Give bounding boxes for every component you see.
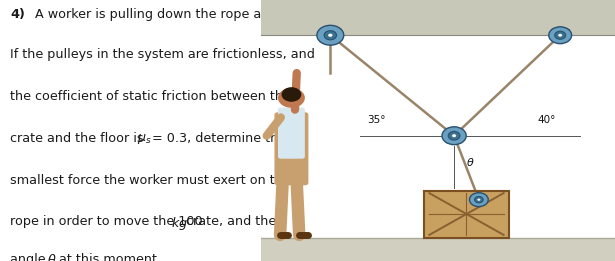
Circle shape xyxy=(278,88,305,108)
Circle shape xyxy=(448,132,460,140)
Text: rope in order to move the 100: rope in order to move the 100 xyxy=(10,215,207,228)
Text: smallest force the worker must exert on the: smallest force the worker must exert on … xyxy=(10,174,292,187)
Circle shape xyxy=(282,87,301,102)
Circle shape xyxy=(469,193,488,207)
Circle shape xyxy=(324,31,336,40)
FancyBboxPatch shape xyxy=(261,0,615,35)
Text: crate and the floor is: crate and the floor is xyxy=(10,132,148,145)
Text: 4): 4) xyxy=(10,8,25,21)
Circle shape xyxy=(549,27,571,44)
Text: crate, and the: crate, and the xyxy=(186,215,277,228)
Circle shape xyxy=(558,34,562,37)
Text: A worker is pulling down the rope as shown.: A worker is pulling down the rope as sho… xyxy=(35,8,318,21)
Circle shape xyxy=(555,31,566,39)
Circle shape xyxy=(477,199,480,201)
Circle shape xyxy=(452,134,456,137)
Circle shape xyxy=(317,25,344,45)
Text: $\mu_s$: $\mu_s$ xyxy=(137,132,152,146)
FancyBboxPatch shape xyxy=(278,108,305,159)
Text: 40°: 40° xyxy=(537,115,555,125)
Text: the coefficient of static friction between the: the coefficient of static friction betwe… xyxy=(10,90,292,103)
Text: 35°: 35° xyxy=(367,115,386,125)
Circle shape xyxy=(475,197,483,203)
FancyBboxPatch shape xyxy=(274,112,308,185)
Text: If the pulleys in the system are frictionless, and: If the pulleys in the system are frictio… xyxy=(10,48,315,61)
FancyBboxPatch shape xyxy=(551,29,569,39)
FancyBboxPatch shape xyxy=(261,238,615,261)
Circle shape xyxy=(328,34,333,37)
Text: at this moment.: at this moment. xyxy=(59,253,161,261)
Text: = 0.3, determine the: = 0.3, determine the xyxy=(152,132,286,145)
FancyBboxPatch shape xyxy=(424,191,509,238)
Text: $\theta$: $\theta$ xyxy=(466,156,475,168)
Circle shape xyxy=(442,127,466,145)
FancyBboxPatch shape xyxy=(322,29,339,39)
Text: $\theta$: $\theta$ xyxy=(47,253,57,261)
Text: angle: angle xyxy=(10,253,50,261)
Text: $kg$: $kg$ xyxy=(172,215,188,232)
